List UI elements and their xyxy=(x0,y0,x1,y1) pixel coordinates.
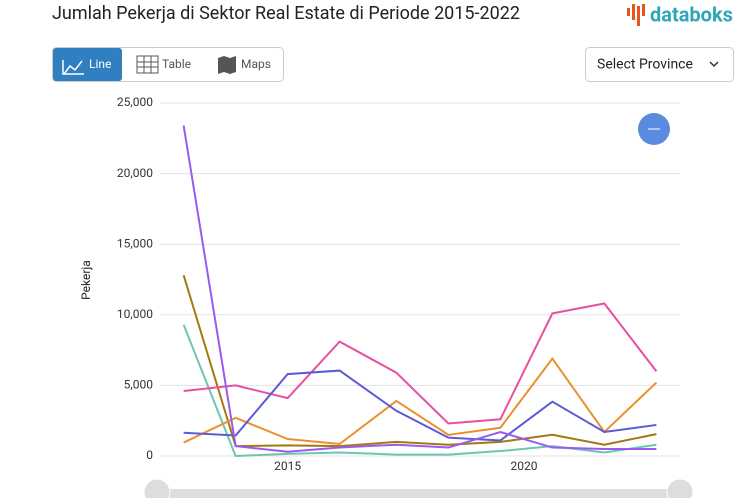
y-tick-label: 10,000 xyxy=(117,307,153,321)
province-select[interactable] xyxy=(585,47,734,82)
y-tick-label: 0 xyxy=(146,448,153,462)
series-line xyxy=(182,324,657,458)
page-title: Jumlah Pekerja di Sektor Real Estate di … xyxy=(52,3,520,24)
x-tick-label: 2015 xyxy=(274,459,301,473)
y-tick-label: 15,000 xyxy=(117,236,153,250)
scroll-handle[interactable] xyxy=(143,478,171,498)
y-tick-label: 5,000 xyxy=(124,378,154,392)
tab-line[interactable] xyxy=(53,48,122,81)
series-line xyxy=(183,356,658,446)
table-icon xyxy=(136,55,159,74)
series-line xyxy=(182,274,657,448)
map-icon xyxy=(218,56,236,74)
logo-text: databoks xyxy=(650,2,733,26)
series-line xyxy=(183,302,658,425)
series-line xyxy=(182,125,657,453)
select-label[interactable]: Select Province xyxy=(597,57,693,73)
scrollbar[interactable] xyxy=(157,489,680,498)
x-tick-label: 2020 xyxy=(511,459,538,473)
logo: databoks xyxy=(627,2,733,26)
tab-label[interactable]: Table xyxy=(162,57,191,71)
scroll-handle[interactable] xyxy=(666,478,694,498)
tab-label[interactable]: Maps xyxy=(241,57,271,71)
y-axis-label: Pekerja xyxy=(79,260,93,300)
y-tick-label: 20,000 xyxy=(117,166,153,180)
y-tick-label: 25,000 xyxy=(117,95,153,109)
series-line xyxy=(183,369,657,442)
tab-label[interactable]: Line xyxy=(89,57,111,71)
